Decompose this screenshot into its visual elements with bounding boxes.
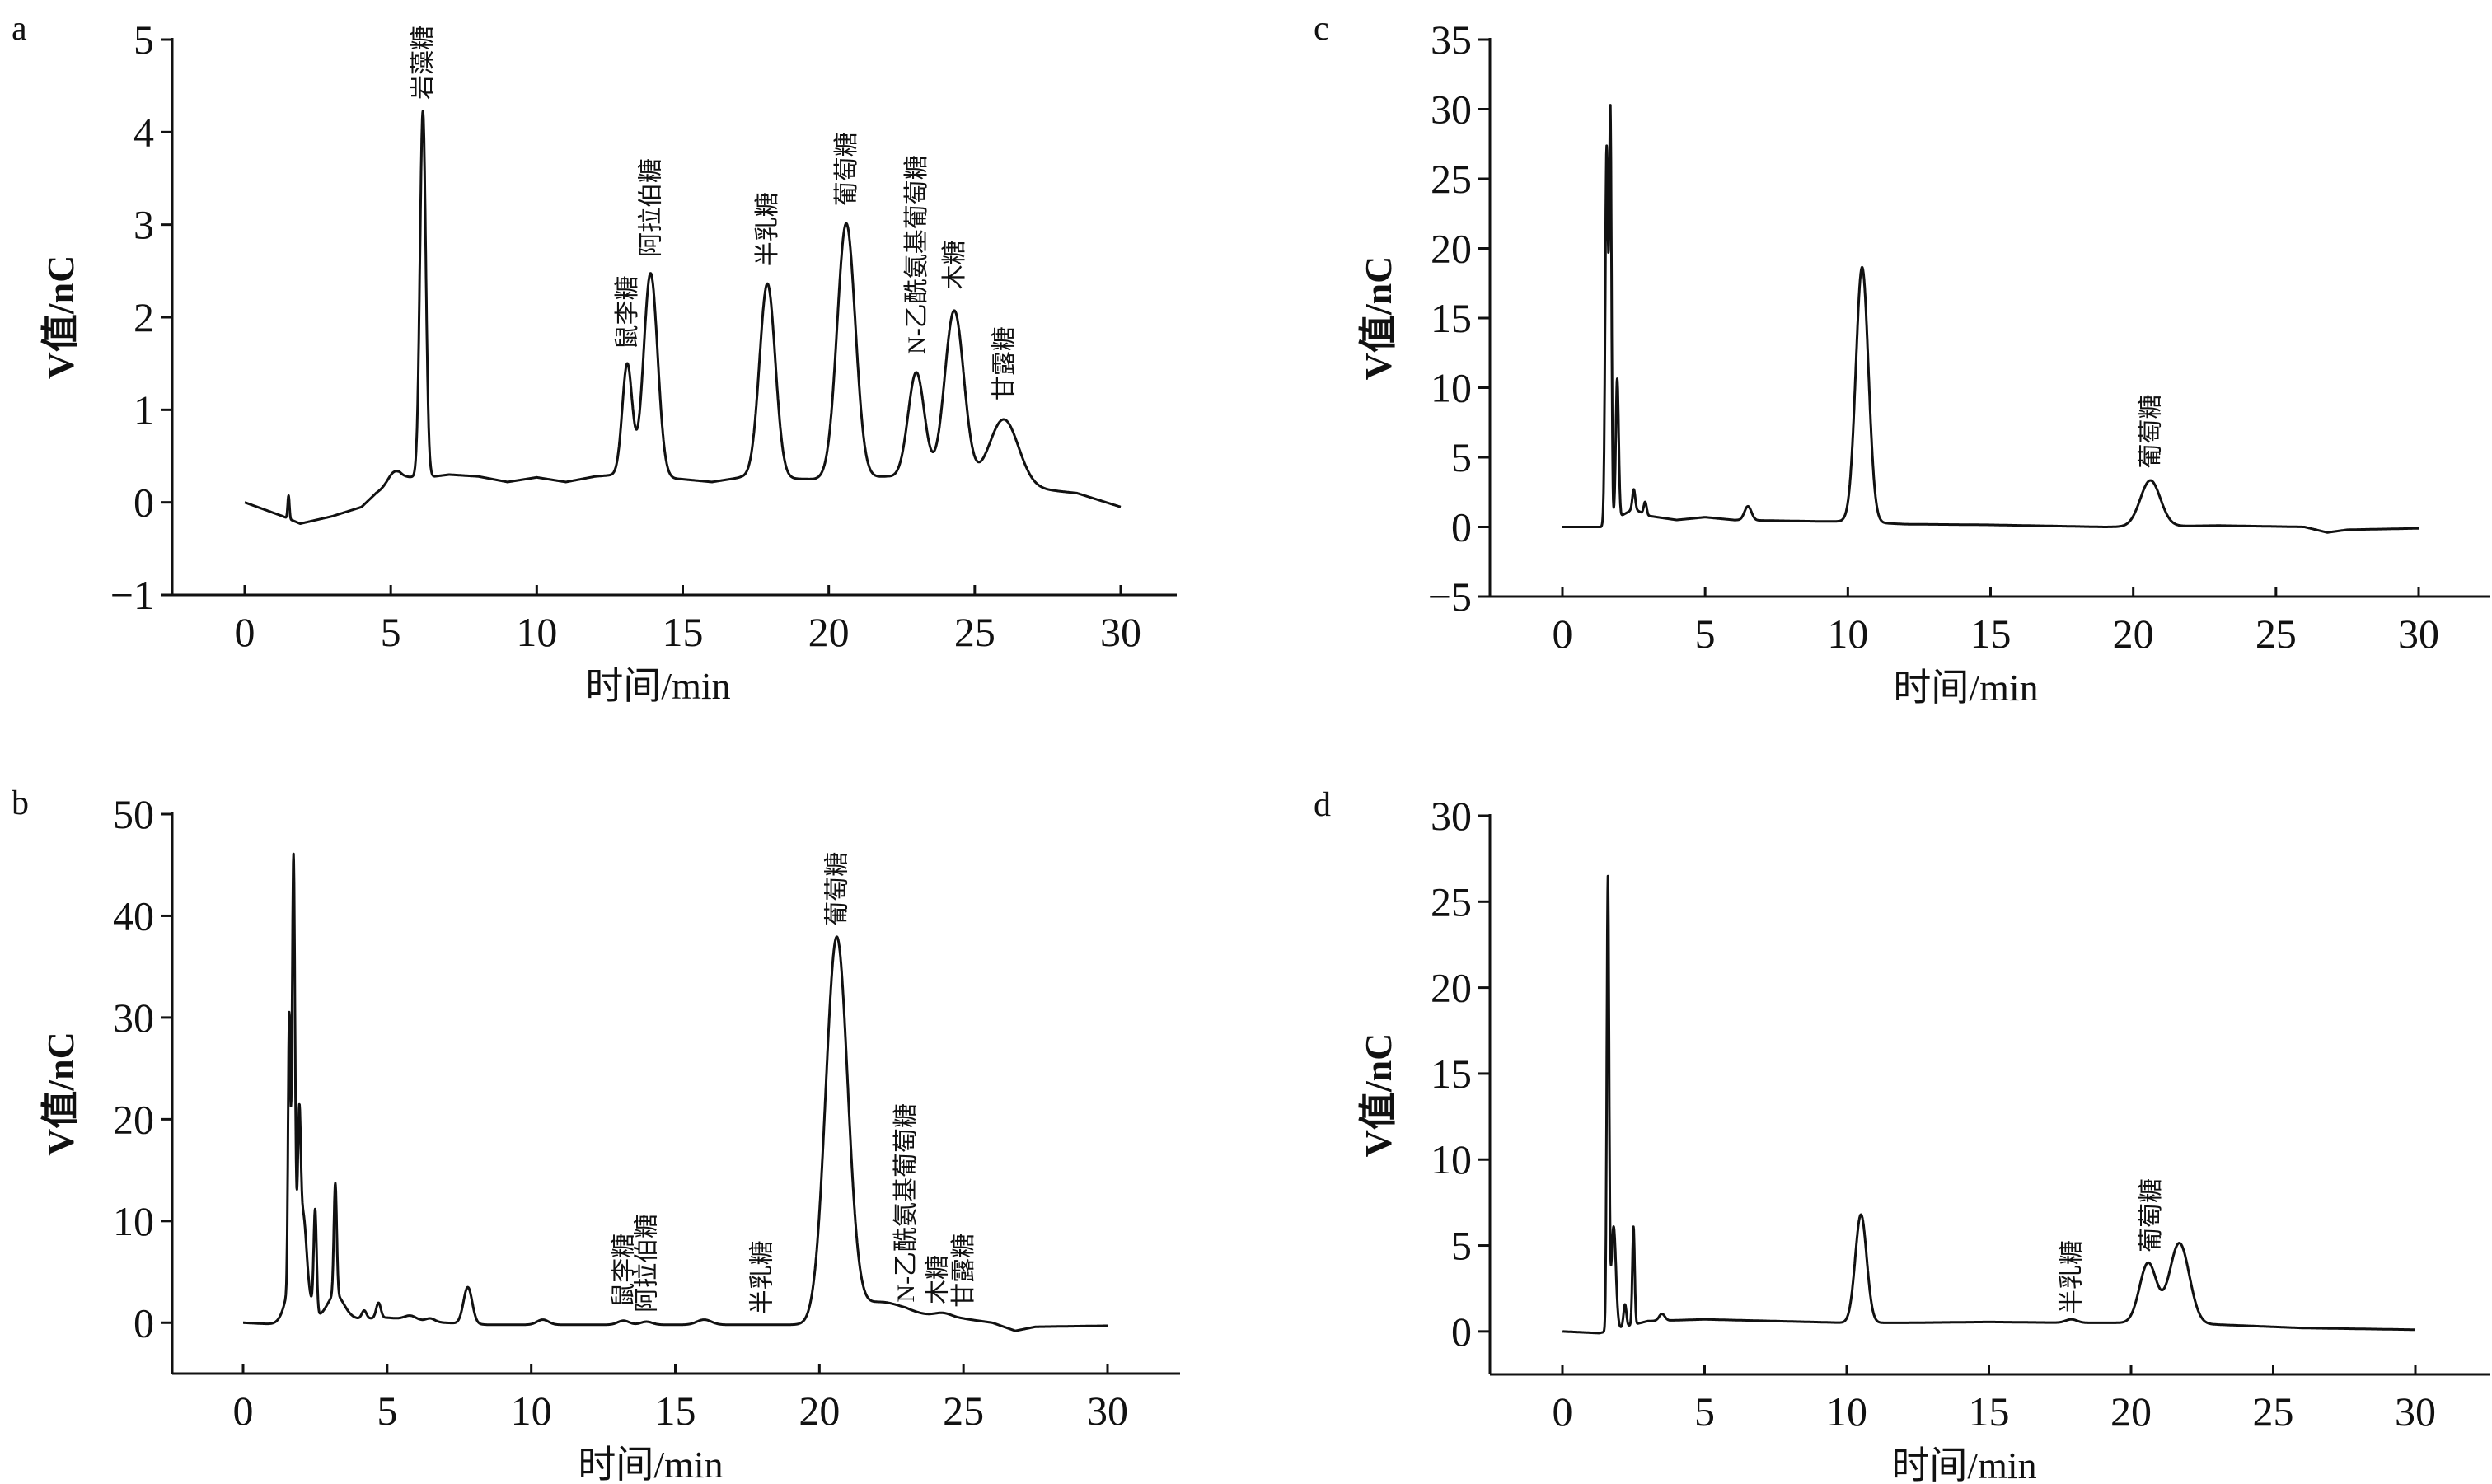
x-tick-label: 30: [2398, 611, 2439, 657]
y-tick-label: 5: [1451, 434, 1472, 480]
y-tick-label: 20: [113, 1096, 154, 1142]
y-axis-label: V值/nC: [1357, 256, 1399, 381]
y-tick-label: 30: [113, 995, 154, 1041]
x-tick-label: 5: [377, 1388, 397, 1434]
peak-label: 阿拉伯糖: [638, 158, 665, 257]
x-tick-label: 5: [1695, 611, 1716, 657]
chromatogram-line: [241, 852, 1109, 1332]
panel-letter: c: [1314, 10, 1329, 48]
peak-label: N-乙酰氨基葡萄糖: [903, 155, 930, 354]
y-tick-label: 1: [134, 386, 154, 433]
x-tick-label: 15: [1970, 611, 2012, 657]
peak-label: 半乳糖: [748, 1240, 775, 1314]
x-tick-label: 10: [1826, 1388, 1867, 1435]
y-tick-label: 15: [1431, 1051, 1472, 1097]
x-tick-label: 15: [655, 1388, 696, 1434]
peak-label: 葡萄糖: [823, 852, 850, 926]
peak-label: 葡萄糖: [2137, 395, 2164, 469]
y-tick-label: 20: [1431, 226, 1472, 272]
y-tick-label: 30: [1431, 793, 1472, 839]
panel-letter: a: [12, 10, 27, 48]
chromatogram-line: [243, 110, 1122, 525]
x-tick-label: 20: [2113, 611, 2154, 657]
x-tick-label: 0: [1553, 611, 1573, 657]
y-tick-label: 3: [134, 202, 154, 248]
x-axis-label: 时间/min: [1893, 667, 2038, 709]
y-tick-label: −5: [1428, 573, 1472, 620]
y-tick-label: 25: [1431, 156, 1472, 202]
y-tick-label: 2: [134, 294, 154, 340]
y-tick-label: 30: [1431, 87, 1472, 133]
y-tick-label: 0: [134, 480, 154, 526]
y-tick-label: 35: [1431, 16, 1472, 63]
y-axis-label: V值/nC: [1357, 1033, 1399, 1158]
x-tick-label: 0: [1553, 1388, 1573, 1435]
x-tick-label: 25: [943, 1388, 984, 1434]
y-tick-label: 50: [113, 791, 154, 837]
peak-label: 木糖: [941, 240, 968, 289]
panel-b: b 0 10 20 30 40 50 0 5 10 15 20 25 30 时间/min V值/nC 鼠李糖阿拉…: [12, 784, 1180, 1484]
x-tick-label: 15: [663, 609, 704, 655]
y-tick-label: 0: [1451, 1308, 1472, 1355]
x-tick-label: 20: [808, 609, 850, 655]
x-tick-label: 10: [511, 1388, 552, 1434]
peak-label: 鼠李糖: [614, 275, 641, 349]
panel-d: d 0 5 10 15 20 25 30 0 5 10 15 20 25 30 时间/min V值/nC 半乳糖 葡…: [1314, 786, 2490, 1484]
x-tick-label: 25: [954, 609, 995, 655]
x-axis-label: 时间/min: [585, 665, 730, 707]
peak-label: 阿拉伯糖: [634, 1214, 661, 1313]
x-axis-label: 时间/min: [578, 1444, 723, 1484]
y-tick-label: 0: [134, 1299, 154, 1346]
y-tick-label: 10: [113, 1198, 154, 1244]
y-tick-label: 5: [1451, 1223, 1472, 1269]
x-tick-label: 30: [2395, 1388, 2436, 1435]
peak-label: N-乙酰氨基葡萄糖: [892, 1103, 920, 1303]
x-tick-label: 20: [2110, 1388, 2152, 1435]
peak-label: 木糖: [925, 1255, 952, 1304]
peak-label: 葡萄糖: [2138, 1178, 2165, 1252]
y-tick-label: −1: [110, 572, 154, 618]
x-tick-label: 10: [516, 609, 557, 655]
x-tick-label: 0: [235, 609, 255, 655]
peak-label: 葡萄糖: [833, 132, 860, 206]
y-axis-label: V值/nC: [40, 1032, 82, 1156]
peak-label: 鼠李糖: [611, 1234, 638, 1308]
peak-label: 半乳糖: [2059, 1240, 2086, 1314]
peak-label: 半乳糖: [754, 192, 781, 266]
y-tick-label: 40: [113, 892, 154, 939]
x-tick-label: 10: [1827, 611, 1868, 657]
panel-c: c −5 0 5 10 15 20 25 30 35 0 5 10 15 20 25 30 时间/min V值/nC…: [1314, 10, 2490, 709]
x-tick-label: 30: [1100, 609, 1141, 655]
y-tick-label: 15: [1431, 295, 1472, 341]
y-tick-label: 20: [1431, 965, 1472, 1011]
y-tick-label: 0: [1451, 504, 1472, 550]
y-tick-label: 4: [134, 109, 154, 155]
x-tick-label: 5: [1694, 1388, 1715, 1435]
x-tick-label: 20: [799, 1388, 840, 1434]
peak-label: 岩藻糖: [410, 26, 437, 100]
y-tick-label: 10: [1431, 1136, 1472, 1182]
x-tick-label: 0: [233, 1388, 254, 1434]
y-tick-label: 5: [134, 16, 154, 63]
peak-label: 甘露糖: [991, 326, 1018, 400]
x-tick-label: 25: [2253, 1388, 2294, 1435]
x-tick-label: 30: [1087, 1388, 1128, 1434]
y-tick-label: 25: [1431, 878, 1472, 925]
x-tick-label: 5: [381, 609, 401, 655]
y-tick-label: 10: [1431, 365, 1472, 411]
panel-letter: d: [1314, 786, 1331, 824]
x-axis-label: 时间/min: [1891, 1444, 2036, 1484]
peak-label: 甘露糖: [950, 1234, 977, 1308]
chromatogram-line: [1561, 104, 2420, 534]
panel-letter: b: [12, 784, 29, 822]
x-tick-label: 15: [1969, 1388, 2010, 1435]
x-tick-label: 25: [2255, 611, 2297, 657]
y-axis-label: V值/nC: [40, 255, 82, 380]
chromatogram-line: [1561, 874, 2417, 1335]
